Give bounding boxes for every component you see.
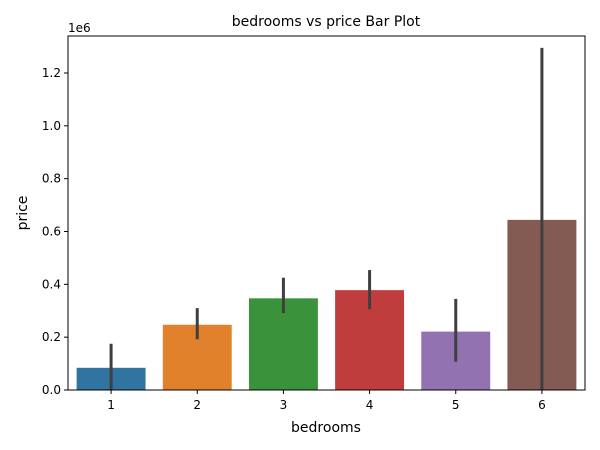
x-tick-label: 6 xyxy=(538,398,546,412)
y-axis-label: price xyxy=(15,196,31,231)
x-tick-label: 5 xyxy=(452,398,460,412)
y-axis: 0.0 0.2 0.4 0.6 0.8 1.0 1.2 xyxy=(42,66,68,397)
y-tick-label: 1.2 xyxy=(42,66,61,80)
x-tick-label: 4 xyxy=(366,398,374,412)
y-tick-label: 0.8 xyxy=(42,172,61,186)
plot-frame xyxy=(67,35,586,391)
y-tick-label: 0.2 xyxy=(42,330,61,344)
x-axis-label: bedrooms xyxy=(291,420,361,436)
y-offset-label: 1e6 xyxy=(68,21,91,35)
bar-3 xyxy=(248,298,318,390)
y-tick-label: 1.0 xyxy=(42,119,61,133)
y-tick-label: 0.0 xyxy=(42,383,61,397)
y-tick-label: 0.4 xyxy=(42,277,61,291)
x-axis: 1 2 3 4 5 6 xyxy=(107,390,546,412)
bars-group xyxy=(76,219,577,390)
y-tick-label: 0.6 xyxy=(42,224,61,238)
x-tick-label: 2 xyxy=(193,398,201,412)
x-tick-label: 3 xyxy=(280,398,288,412)
chart-title: bedrooms vs price Bar Plot xyxy=(232,14,421,30)
x-tick-label: 1 xyxy=(107,398,115,412)
error-bars-group xyxy=(109,47,544,390)
